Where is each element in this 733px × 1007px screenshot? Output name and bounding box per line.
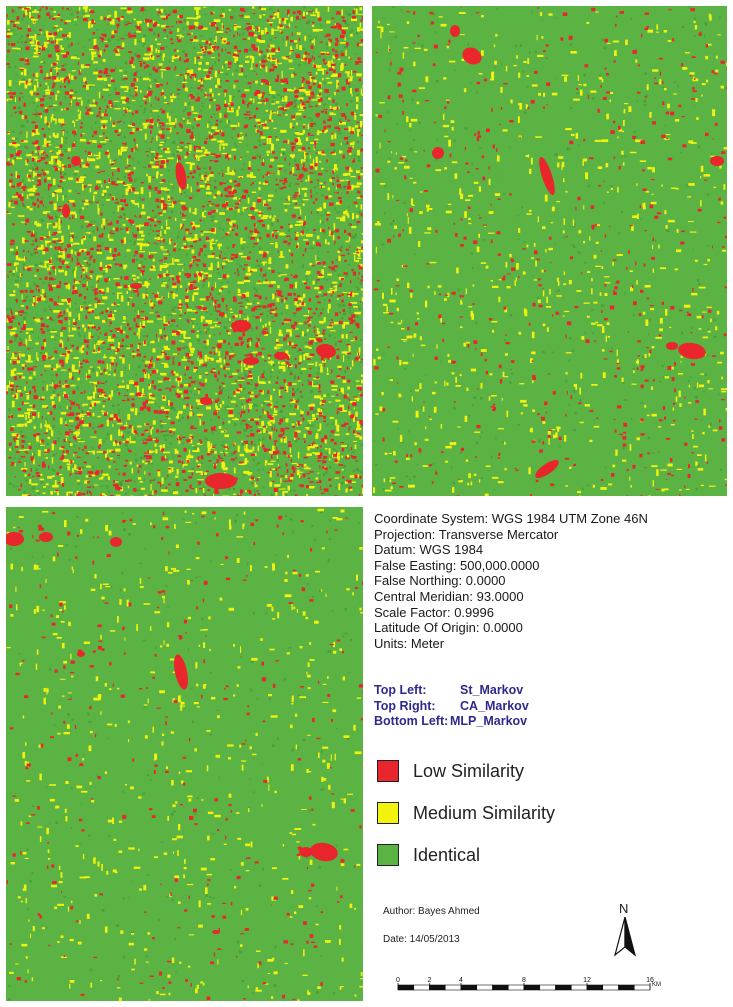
panel-key-label: Bottom Left:: [374, 714, 449, 728]
legend-label: Medium Similarity: [413, 803, 556, 823]
info-line: Datum: WGS 1984: [374, 542, 484, 558]
scale-bar-segment: [555, 984, 572, 991]
info-line: Latitude Of Origin: 0.0000: [374, 620, 523, 636]
panel-key: Top Left: St_Markov Top Right: CA_Markov B…: [374, 683, 529, 730]
panel-key-row: Top Left: St_Markov: [374, 683, 529, 699]
scale-bar-tick-label: 16: [646, 977, 654, 984]
scale-bar-segment: [523, 984, 541, 991]
scale-bar-segment: [618, 984, 635, 991]
legend-label: Identical: [413, 845, 481, 865]
info-line: Units: Meter: [374, 635, 445, 651]
author-text: Author: Bayes Ahmed: [383, 906, 480, 917]
date-text: Date: 14/05/2013: [383, 934, 460, 945]
panel-key-label: Top Left:: [374, 683, 427, 697]
info-line: Central Meridian: 93.0000: [374, 588, 524, 604]
info-line: False Easting: 500,000.0000: [374, 557, 540, 573]
scale-bar-segment: [539, 984, 556, 991]
scale-bar-segment: [460, 984, 478, 991]
panel-key-row: Bottom Left: MLP_Markov: [374, 714, 529, 730]
scale-bar-segment: [397, 984, 415, 991]
panel-key-value: CA_Markov: [460, 698, 529, 713]
scale-bar-segment: [413, 984, 430, 991]
scale-bar-tick-label: 8: [522, 977, 526, 984]
scale-unit: KM: [652, 982, 661, 988]
legend-label: Low Similarity: [413, 761, 525, 781]
panel-key-value: MLP_Markov: [450, 714, 528, 728]
scale-bar-segment: [586, 984, 604, 991]
scale-bar-segment: [444, 984, 462, 991]
scale-bar-segment: [507, 984, 525, 991]
info-line: Scale Factor: 0.9996: [374, 604, 494, 620]
scale-bar-tick-label: 12: [583, 977, 591, 984]
info-line: Projection: Transverse Mercator: [374, 526, 559, 542]
scale-bar-segment: [429, 984, 446, 991]
north-arrow: N: [611, 901, 639, 959]
panel-key-value: St_Markov: [460, 683, 524, 697]
scale-bar-segment: [570, 984, 588, 991]
north-label: N: [619, 901, 629, 916]
map-panel-mlp-markov: [6, 507, 363, 1001]
scale-bar-tick-label: 0: [396, 977, 400, 984]
scale-bar-tick-label: 2: [428, 977, 432, 984]
scale-bar-segment: [492, 984, 509, 991]
scale-bar-segment: [633, 984, 651, 991]
scale-bar-segment: [602, 984, 619, 991]
scale-bar-tick-label: 4: [459, 977, 463, 984]
map-panel-ca-markov: [372, 6, 727, 496]
legend-swatch-identical: [377, 844, 399, 866]
info-line: Coordinate System: WGS 1984 UTM Zone 46N: [374, 511, 648, 526]
scale-bar-graphic: 0 2 4 8 12 16: [396, 977, 654, 991]
legend-swatch-low: [377, 760, 399, 782]
scale-bar: 0 2 4 8 12 16 KM: [394, 973, 664, 1003]
map-panel-st-markov: [6, 6, 363, 496]
projection-info: Coordinate System: WGS 1984 UTM Zone 46N…: [374, 511, 729, 651]
panel-key-row: Top Right: CA_Markov: [374, 699, 529, 715]
scale-bar-segment: [476, 984, 493, 991]
info-line: False Northing: 0.0000: [374, 573, 506, 589]
legend-swatch-medium: [377, 802, 399, 824]
panel-key-label: Top Right:: [374, 698, 436, 713]
north-arrow-icon: [613, 917, 637, 957]
